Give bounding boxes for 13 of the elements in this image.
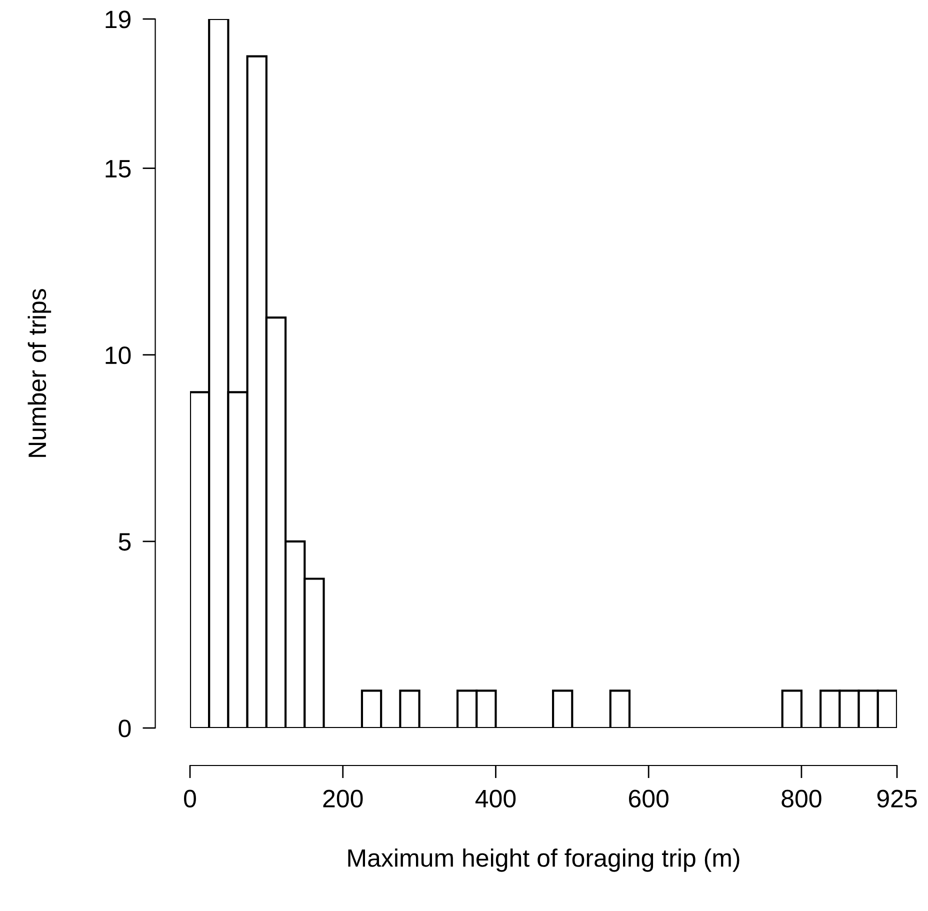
y-tick-label: 19 <box>106 10 130 28</box>
x-tick-label: 925 <box>877 790 917 808</box>
x-tick-label: 200 <box>323 790 363 808</box>
x-tick-label: 600 <box>629 790 668 808</box>
y-axis-title: Number of trips <box>28 288 52 457</box>
y-tick-label: 10 <box>106 346 131 364</box>
y-tick-label: 15 <box>106 160 131 178</box>
x-tick-label: 0 <box>184 790 196 808</box>
x-tick-label: 400 <box>475 790 516 808</box>
x-axis-title: Maximum height of foraging trip (m) <box>348 848 740 872</box>
y-tick-label: 0 <box>118 720 131 738</box>
x-tick-label: 800 <box>782 790 822 808</box>
y-tick-label: 5 <box>118 533 131 551</box>
